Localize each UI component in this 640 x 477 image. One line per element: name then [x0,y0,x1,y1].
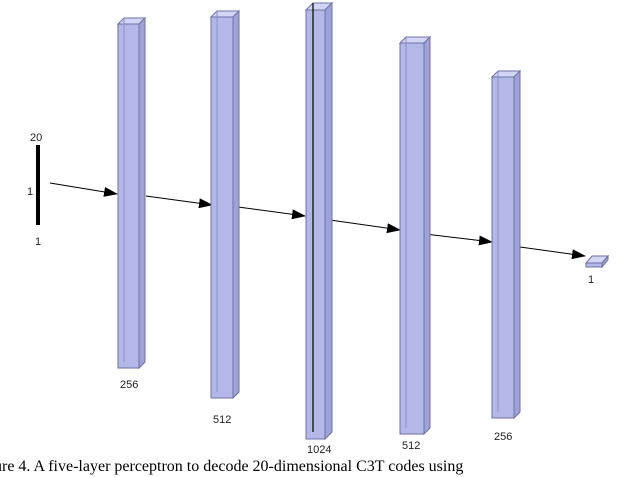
connection-arrow-6 [519,246,586,260]
figure-caption-text: gure 4. A five-layer perceptron to decod… [0,458,464,475]
input-size-top-label: 20 [30,132,42,144]
connection-arrow-4 [329,219,401,234]
connection-arrow-5 [424,233,493,246]
input-size-bottom-label: 1 [35,236,41,248]
layer-1-label: 256 [120,379,138,391]
layer-3-label: 1024 [307,444,331,455]
connection-arrow-2 [145,195,213,209]
layer-1-box [116,16,147,370]
layer-3-box [304,1,334,441]
layer-2-box [209,9,241,400]
connection-arrow-1 [49,182,118,197]
input-size-mid-label: 1 [27,186,33,198]
figure-caption: gure 4. A five-layer perceptron to decod… [0,458,640,477]
layer-4-label: 512 [402,440,420,452]
connections [49,182,586,260]
layer-4-box [398,35,432,436]
output-unit [584,254,610,269]
input-vector [36,145,40,225]
output-label: 1 [588,274,594,286]
connection-arrow-3 [237,206,306,220]
perceptron-diagram: 20 1 1 256 512 1024 512 [27,1,610,455]
layer-5-box [490,69,522,420]
layer-5-label: 256 [494,431,512,443]
layer-2-label: 512 [213,414,231,426]
